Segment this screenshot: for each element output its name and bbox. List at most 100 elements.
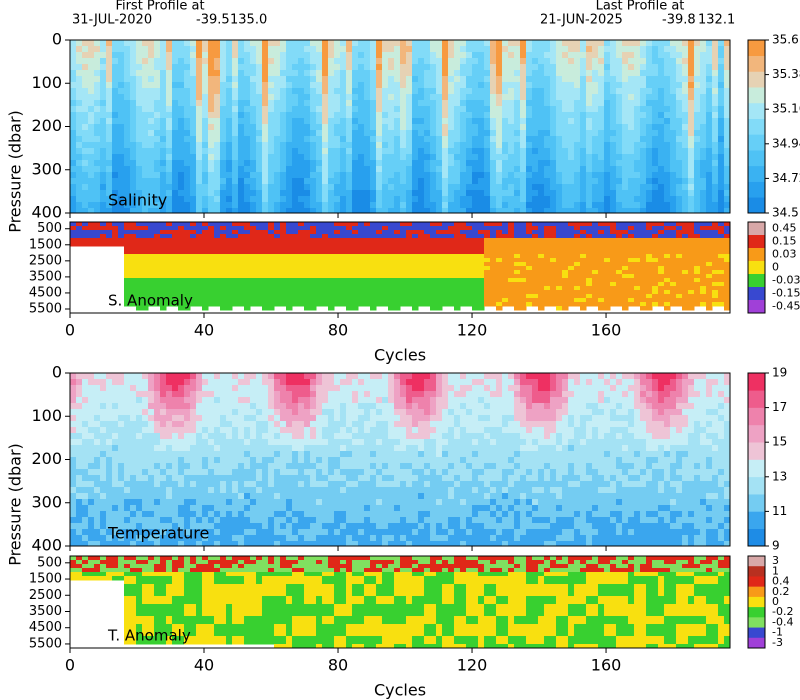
field-cell	[436, 274, 443, 279]
field-cell	[544, 266, 551, 271]
field-cell	[226, 124, 233, 131]
field-cell	[688, 160, 695, 167]
field-cell	[532, 202, 539, 209]
field-cell	[490, 184, 497, 191]
field-cell	[166, 40, 173, 47]
field-cell	[694, 100, 701, 107]
field-cell	[580, 246, 587, 251]
field-cell	[382, 242, 389, 247]
field-cell	[460, 202, 467, 209]
field-cell	[712, 112, 719, 119]
field-cell	[454, 88, 461, 95]
field-cell	[244, 294, 251, 299]
field-cell	[172, 274, 179, 279]
field-cell	[430, 178, 437, 185]
field-cell	[544, 160, 551, 167]
field-cell	[226, 306, 233, 311]
field-cell	[178, 226, 185, 231]
field-cell	[292, 222, 299, 227]
y-tick-label: 100	[31, 73, 62, 92]
field-cell	[148, 58, 155, 65]
field-cell	[256, 222, 263, 227]
field-cell	[208, 166, 215, 173]
field-cell	[682, 142, 689, 149]
field-cell	[256, 64, 263, 71]
field-cell	[130, 246, 137, 251]
field-cell	[118, 184, 125, 191]
field-cell	[616, 130, 623, 137]
field-cell	[274, 290, 281, 295]
field-cell	[82, 238, 89, 243]
field-cell	[154, 298, 161, 303]
field-cell	[70, 166, 77, 173]
field-cell	[178, 208, 185, 213]
field-cell	[508, 82, 515, 89]
field-cell	[262, 118, 269, 125]
field-cell	[310, 282, 317, 287]
field-cell	[190, 270, 197, 275]
field-cell	[100, 202, 107, 209]
field-cell	[640, 52, 647, 59]
field-cell	[202, 166, 209, 173]
field-cell	[232, 242, 239, 247]
field-cell	[526, 46, 533, 53]
field-cell	[88, 172, 95, 179]
field-cell	[178, 238, 185, 243]
field-cell	[124, 70, 131, 77]
field-cell	[508, 154, 515, 161]
field-cell	[328, 58, 335, 65]
field-cell	[202, 88, 209, 95]
field-cell	[442, 124, 449, 131]
field-cell	[274, 58, 281, 65]
field-cell	[412, 294, 419, 299]
field-cell	[154, 226, 161, 231]
field-cell	[328, 208, 335, 213]
field-cell	[514, 160, 521, 167]
field-cell	[244, 208, 251, 213]
field-cell	[220, 142, 227, 149]
field-cell	[568, 100, 575, 107]
field-cell	[286, 262, 293, 267]
field-cell	[154, 112, 161, 119]
field-cell	[352, 274, 359, 279]
field-cell	[472, 270, 479, 275]
field-cell	[700, 196, 707, 203]
field-cell	[502, 178, 509, 185]
field-cell	[226, 298, 233, 303]
field-cell	[352, 196, 359, 203]
field-cell	[190, 196, 197, 203]
field-cell	[160, 258, 167, 263]
field-cell	[592, 100, 599, 107]
field-cell	[364, 270, 371, 275]
field-cell	[244, 306, 251, 311]
field-cell	[484, 112, 491, 119]
field-cell	[268, 306, 275, 311]
field-cell	[112, 226, 119, 231]
field-cell	[178, 46, 185, 53]
field-cell	[274, 142, 281, 149]
field-cell	[358, 130, 365, 137]
field-cell	[646, 196, 653, 203]
field-cell	[448, 274, 455, 279]
field-cell	[496, 88, 503, 95]
field-cell	[196, 234, 203, 239]
field-cell	[640, 40, 647, 47]
field-cell	[520, 64, 527, 71]
field-cell	[520, 184, 527, 191]
field-cell	[520, 136, 527, 143]
field-cell	[124, 208, 131, 213]
field-cell	[280, 142, 287, 149]
field-cell	[190, 222, 197, 227]
field-cell	[376, 202, 383, 209]
field-cell	[688, 88, 695, 95]
field-cell	[220, 196, 227, 203]
field-cell	[328, 160, 335, 167]
field-cell	[700, 112, 707, 119]
field-cell	[526, 282, 533, 287]
field-cell	[706, 40, 713, 47]
field-cell	[130, 302, 137, 307]
field-cell	[208, 46, 215, 53]
field-cell	[520, 154, 527, 161]
field-cell	[418, 70, 425, 77]
field-cell	[466, 254, 473, 259]
